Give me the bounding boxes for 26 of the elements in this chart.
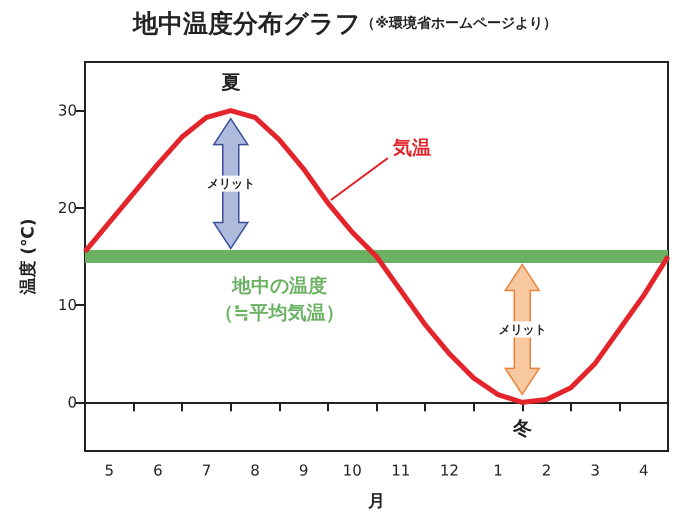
chart-subtitle: （※環境省ホームページより）	[361, 14, 557, 32]
y-tick-label: 10	[58, 296, 77, 314]
x-tick-label: 3	[590, 462, 600, 480]
x-axis-title: 月	[367, 492, 385, 512]
x-tick-label: 6	[153, 462, 163, 480]
x-tick-label: 4	[638, 462, 648, 480]
x-tick-label: 10	[342, 462, 362, 480]
x-tick-label: 7	[202, 462, 212, 480]
x-tick-label: 9	[298, 462, 308, 480]
x-tick-label: 5	[104, 462, 114, 480]
annotation: メリット	[498, 322, 546, 336]
annotation: メリット	[206, 176, 255, 191]
chart-title: 地中温度分布グラフ	[132, 9, 362, 38]
y-tick-label: 0	[67, 393, 77, 412]
x-tick-label: 1	[493, 462, 503, 480]
annotation: 夏	[220, 72, 240, 94]
series-label: 地中の温度（≒平均気温）	[214, 275, 344, 324]
annotation: 冬	[512, 417, 532, 440]
y-axis-title: 温度 (℃)	[18, 218, 38, 296]
x-tick-label: 2	[542, 462, 552, 480]
text: 気温	[392, 137, 431, 160]
x-tick-label: 12	[440, 462, 459, 480]
y-tick-label: 30	[58, 102, 77, 120]
x-tick-label: 11	[391, 462, 410, 480]
x-tick-label: 8	[250, 462, 260, 480]
y-tick-label: 20	[58, 198, 77, 217]
